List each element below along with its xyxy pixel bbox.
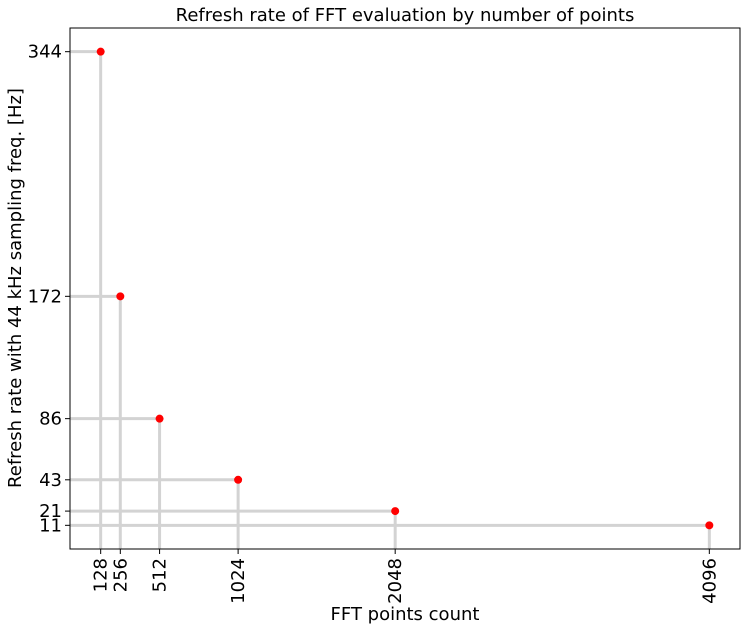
data-point	[96, 47, 105, 56]
y-tick-label: 86	[39, 409, 62, 430]
data-point	[234, 475, 243, 484]
data-point	[155, 414, 164, 423]
x-tick-label: 1024	[228, 558, 249, 604]
y-tick-label: 11	[39, 515, 62, 536]
data-point	[391, 507, 400, 516]
y-tick-label: 43	[39, 470, 62, 491]
x-axis-label: FFT points count	[331, 604, 480, 625]
plot-background	[70, 28, 740, 549]
x-tick-label: 512	[150, 558, 171, 592]
plot-frame	[69, 27, 741, 550]
chart-title: Refresh rate of FFT evaluation by number…	[176, 5, 635, 26]
y-tick-label: 172	[28, 286, 62, 307]
data-points	[96, 47, 714, 530]
data-point	[116, 292, 125, 301]
y-tick-label: 344	[28, 42, 62, 63]
y-tick-label: 21	[39, 501, 62, 522]
x-tick-label: 2048	[385, 558, 406, 604]
x-tick-label: 256	[110, 558, 131, 592]
x-tick-label: 4096	[699, 558, 720, 604]
x-tick-label: 128	[91, 558, 112, 592]
data-point	[705, 521, 714, 530]
y-axis-label: Refresh rate with 44 kHz sampling freq. …	[5, 88, 26, 488]
